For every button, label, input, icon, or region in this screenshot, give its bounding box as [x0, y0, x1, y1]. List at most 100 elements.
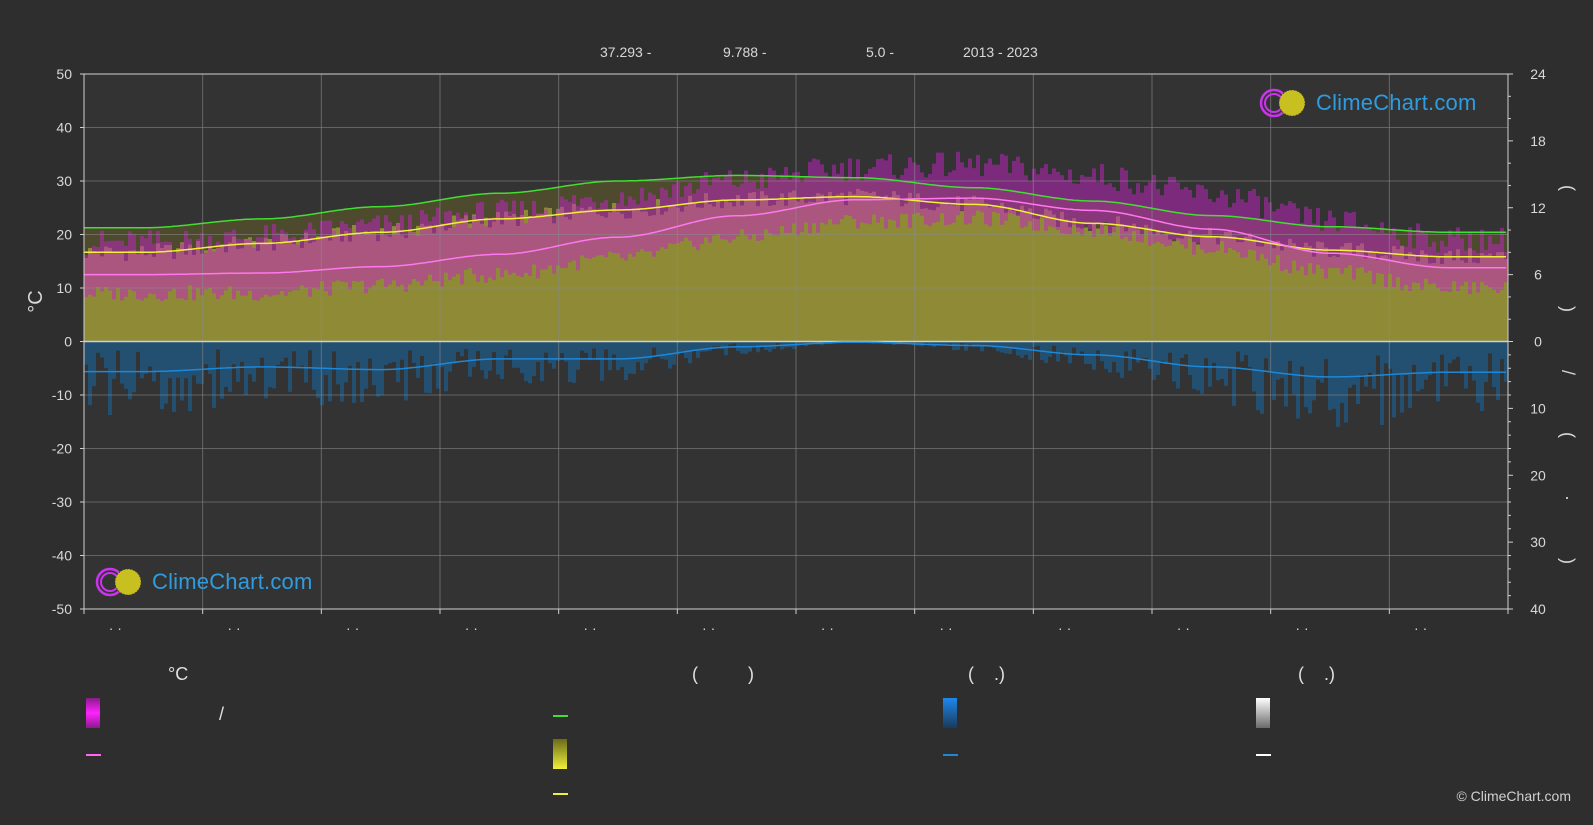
sunshine-bar [1004, 212, 1008, 342]
precip-bar [260, 341, 264, 358]
left-tick-label: 10 [56, 280, 72, 296]
precip-bar [196, 341, 200, 384]
temp-range-bar [612, 208, 616, 254]
temp-range-bar [428, 221, 432, 275]
temp-range-bar [96, 246, 100, 287]
precip-bar [460, 341, 464, 357]
temp-range-bar [288, 238, 292, 292]
sunshine-bar [1012, 211, 1016, 342]
sunshine-bar [1176, 237, 1180, 342]
temp-range-bar [1360, 227, 1364, 268]
sunshine-line [84, 195, 1506, 258]
sunshine-bar [1224, 231, 1228, 342]
precip-bar [208, 341, 212, 374]
sunshine-bar [496, 212, 500, 342]
temp-range-bar [780, 174, 784, 226]
climechart-logo-top[interactable]: ClimeChart.com [1258, 87, 1477, 119]
temp-range-bar [176, 252, 180, 299]
precip-bar [640, 341, 644, 371]
sunshine-bar [372, 233, 376, 342]
temp-range-bar [1348, 212, 1352, 266]
sunshine-bar [1280, 250, 1284, 342]
sunshine-bar [588, 206, 592, 342]
temp-range-bar [416, 235, 420, 282]
left-tick-label: -10 [52, 387, 72, 403]
temp-range-bar [1444, 246, 1448, 292]
precip-bar [588, 341, 592, 361]
precip-bar [1272, 341, 1276, 401]
precip-bar [1304, 341, 1308, 408]
precip-bar [1360, 341, 1364, 375]
sunshine-bar [468, 223, 472, 342]
precip-bar [1080, 341, 1084, 352]
temp-range-bar [84, 255, 88, 298]
precip-bar [200, 341, 204, 384]
temp-range-bar [1420, 230, 1424, 290]
precip-bar [412, 341, 416, 363]
sunshine-bar [728, 202, 732, 342]
temp-range-bar [264, 225, 268, 295]
precip-bar [628, 341, 632, 374]
temp-range-bar [1104, 184, 1108, 223]
precip-bar [544, 341, 548, 353]
temp-range-bar [408, 214, 412, 285]
sunshine-bar [1380, 255, 1384, 342]
sunshine-bar [1488, 253, 1492, 342]
temp-range-bar [1468, 232, 1472, 294]
precip-bar [1184, 341, 1188, 355]
sunshine-bar [628, 218, 632, 342]
temp-range-bar [232, 229, 236, 300]
temp-range-bar [1012, 160, 1016, 215]
temp-range-bar [1248, 190, 1252, 250]
month-label: · · [1295, 620, 1308, 636]
temp-range-bar [976, 155, 980, 211]
precip-bar [668, 341, 672, 369]
precip-bar [1404, 341, 1408, 376]
precip-bar [316, 341, 320, 399]
temp-range-bar [1172, 176, 1176, 240]
precip-bar [652, 341, 656, 348]
precip-bar [1204, 341, 1208, 359]
sunshine-bar [1008, 206, 1012, 342]
temp-range-bar [1396, 239, 1400, 278]
precip-bar [104, 341, 108, 369]
precip-bar [424, 341, 428, 393]
sunshine-bar [944, 202, 948, 342]
precip-bar [1240, 341, 1244, 362]
logo-icon [1259, 88, 1306, 118]
temp-range-bar [984, 163, 988, 225]
precip-bar [604, 341, 608, 350]
climechart-logo-bottom[interactable]: ClimeChart.com [94, 566, 313, 598]
temp-range-bar [156, 230, 160, 299]
temp-range-bar [180, 243, 184, 299]
sunshine-bar [1348, 242, 1352, 342]
precip-bar [1236, 341, 1240, 352]
temp-range-bar [432, 216, 436, 282]
sunshine-bar [408, 229, 412, 342]
sunshine-bar [1304, 242, 1308, 342]
temp-range-bar [480, 202, 484, 276]
precip-bar [1200, 341, 1204, 394]
temp-range-bar [364, 223, 368, 294]
temp-range-bar [1060, 175, 1064, 234]
sunshine-bar [436, 226, 440, 342]
sunshine-bar [1132, 223, 1136, 342]
temp-range-bar [900, 175, 904, 215]
temp-range-bar [396, 223, 400, 287]
precip-bar [968, 341, 972, 344]
precip-bar [752, 341, 756, 346]
temp-range-bar [960, 162, 964, 211]
precip-bar [256, 341, 260, 367]
temp-range-bar [824, 172, 828, 225]
temp-range-bar [1380, 222, 1384, 274]
precip-bar [1472, 341, 1476, 381]
temp-range-bar [828, 177, 832, 220]
precip-bar [476, 341, 480, 352]
precip-bar [1352, 341, 1356, 385]
sunshine-bar [884, 195, 888, 342]
temp-range-bar [1316, 207, 1320, 265]
sunshine-bar [1228, 230, 1232, 342]
sunshine-bar [1292, 243, 1296, 342]
sunshine-bar [348, 241, 352, 342]
sunshine-bar [764, 195, 768, 342]
